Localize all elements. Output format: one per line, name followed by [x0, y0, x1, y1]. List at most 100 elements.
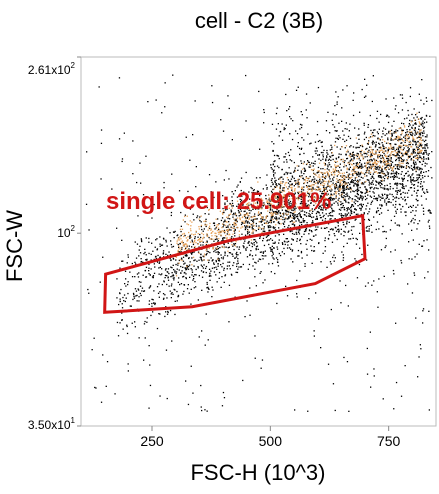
scatter-point — [279, 254, 282, 257]
scatter-point — [416, 168, 419, 170]
scatter-point — [339, 137, 341, 139]
scatter-point — [102, 354, 104, 356]
scatter-point — [338, 193, 340, 195]
scatter-point — [356, 163, 358, 165]
scatter-point — [111, 188, 113, 190]
scatter-point — [294, 209, 296, 211]
scatter-point — [264, 219, 266, 221]
scatter-point — [376, 172, 379, 174]
scatter-point — [361, 149, 363, 151]
scatter-point — [277, 123, 279, 125]
scatter-point — [308, 229, 311, 232]
scatter-point — [193, 219, 195, 221]
scatter-point — [355, 165, 357, 167]
scatter-point — [403, 147, 405, 149]
scatter-point — [301, 186, 303, 188]
scatter-point — [417, 177, 420, 179]
scatter-point — [331, 198, 333, 200]
scatter-point — [393, 215, 396, 217]
scatter-point — [361, 195, 363, 197]
scatter-point — [334, 184, 336, 186]
scatter-point — [335, 183, 337, 185]
scatter-point — [255, 246, 258, 248]
scatter-point — [402, 149, 405, 151]
scatter-point — [217, 258, 219, 260]
scatter-point — [225, 169, 227, 172]
scatter-point — [367, 282, 369, 284]
scatter-point — [419, 150, 422, 152]
scatter-point — [296, 238, 298, 240]
scatter-point — [185, 136, 187, 138]
scatter-point — [254, 192, 256, 194]
scatter-point — [367, 202, 369, 204]
scatter-point — [409, 187, 412, 189]
scatter-point — [250, 210, 252, 212]
scatter-point — [367, 230, 369, 232]
scatter-point — [377, 207, 379, 209]
scatter-point — [367, 159, 369, 161]
scatter-point — [289, 206, 291, 209]
scatter-point — [333, 126, 336, 128]
scatter-point — [336, 238, 338, 241]
scatter-point — [179, 228, 182, 230]
scatter-point — [117, 335, 120, 337]
scatter-point — [178, 259, 180, 262]
scatter-point — [291, 249, 294, 251]
scatter-point — [378, 150, 380, 152]
scatter-point — [178, 237, 180, 239]
scatter-point — [384, 199, 386, 201]
scatter-point — [336, 170, 338, 172]
scatter-point — [240, 266, 242, 268]
scatter-point — [174, 230, 176, 233]
scatter-point — [385, 98, 387, 100]
scatter-point — [307, 200, 309, 202]
scatter-point — [338, 231, 340, 233]
scatter-point — [178, 245, 180, 247]
y-tick-label-0: 2.61x102 — [28, 61, 76, 77]
scatter-point — [252, 219, 254, 221]
scatter-point — [331, 184, 333, 186]
scatter-point — [404, 200, 406, 202]
scatter-point — [396, 193, 398, 195]
scatter-point — [122, 296, 124, 299]
scatter-point — [304, 195, 307, 197]
scatter-point — [216, 224, 218, 226]
scatter-point — [422, 207, 425, 209]
scatter-point — [345, 200, 347, 202]
scatter-point — [425, 198, 427, 200]
scatter-point — [269, 209, 271, 211]
single-cell-gate[interactable] — [103, 213, 367, 314]
scatter-point — [290, 149, 292, 151]
scatter-point — [359, 207, 361, 209]
scatter-point — [399, 166, 401, 168]
scatter-point — [178, 190, 181, 192]
scatter-point — [389, 143, 392, 145]
scatter-point — [199, 256, 201, 258]
scatter-point — [215, 251, 217, 253]
scatter-point — [359, 222, 361, 224]
scatter-point — [226, 236, 228, 239]
scatter-point — [345, 145, 348, 147]
scatter-point — [407, 151, 409, 153]
scatter-point — [304, 211, 306, 213]
scatter-point — [368, 137, 370, 139]
scatter-point — [406, 140, 408, 142]
scatter-point — [381, 149, 383, 151]
scatter-point — [336, 130, 338, 132]
scatter-point — [381, 136, 383, 138]
scatter-point — [359, 167, 361, 169]
scatter-point — [176, 300, 178, 302]
scatter-point — [197, 243, 199, 245]
scatter-point — [407, 157, 409, 159]
scatter-point — [187, 239, 189, 241]
scatter-point — [329, 228, 332, 231]
scatter-point — [378, 172, 380, 174]
scatter-point — [321, 176, 323, 178]
scatter-point — [403, 159, 405, 161]
scatter-point — [331, 155, 333, 157]
scatter-point — [262, 230, 264, 232]
scatter-point — [195, 274, 197, 276]
scatter-point — [259, 206, 261, 208]
scatter-point — [344, 178, 346, 181]
scatter-point — [132, 292, 135, 295]
